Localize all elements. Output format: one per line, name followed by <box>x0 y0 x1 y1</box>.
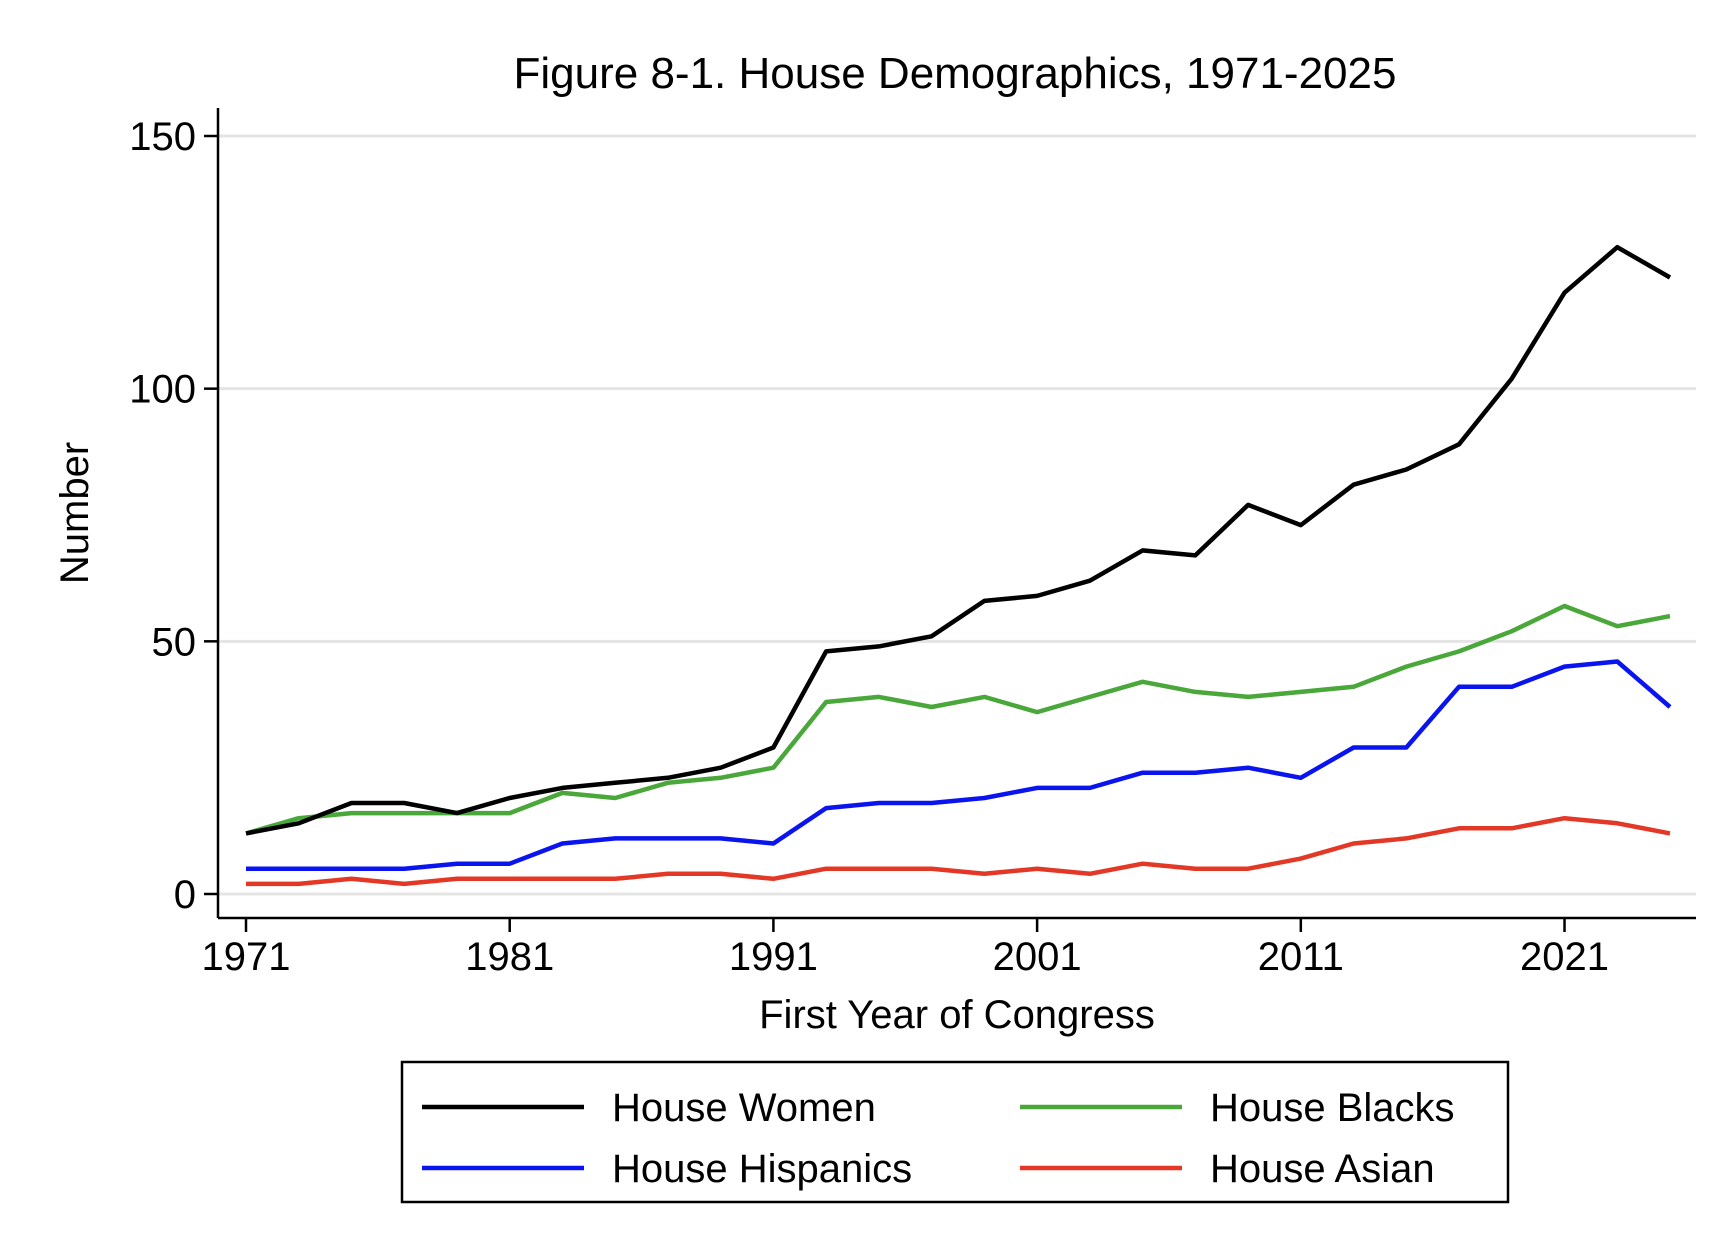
series-line-house-asian <box>246 815 1671 887</box>
legend-label-house-blacks: House Blacks <box>1210 1086 1455 1130</box>
series-lines <box>245 244 1672 887</box>
legend-label-house-women: House Women <box>612 1086 876 1130</box>
y-tick-label: 0 <box>174 873 196 917</box>
x-tick-label: 2021 <box>1520 935 1609 979</box>
legend-label-house-asian: House Asian <box>1210 1147 1435 1191</box>
series-line-house-women <box>245 244 1672 836</box>
y-tick-label: 150 <box>129 115 196 159</box>
x-tick-label: 1971 <box>202 935 291 979</box>
x-axis-ticks: 1971 1981 1991 2001 2011 2021 <box>202 918 1609 979</box>
y-axis-label: Number <box>53 442 97 584</box>
x-tick-label: 1981 <box>465 935 554 979</box>
x-tick-label: 2001 <box>993 935 1082 979</box>
y-tick-label: 100 <box>129 368 196 412</box>
legend: House Women House Blacks House Hispanics Ho… <box>400 1060 1510 1204</box>
legend-label-house-hispanics: House Hispanics <box>612 1147 912 1191</box>
chart-title: Figure 8-1. House Demographics, 1971-202… <box>514 49 1397 98</box>
x-tick-label: 1991 <box>729 935 818 979</box>
gridlines <box>218 134 1696 896</box>
y-tick-label: 50 <box>152 620 197 664</box>
legend-box <box>400 1060 1510 1204</box>
y-axis-ticks: 0 50 100 150 <box>129 115 218 917</box>
series-line-house-hispanics <box>246 659 1672 871</box>
x-tick-label: 2011 <box>1258 935 1344 979</box>
x-axis-label: First Year of Congress <box>759 993 1155 1037</box>
series-line-house-blacks <box>245 603 1671 836</box>
